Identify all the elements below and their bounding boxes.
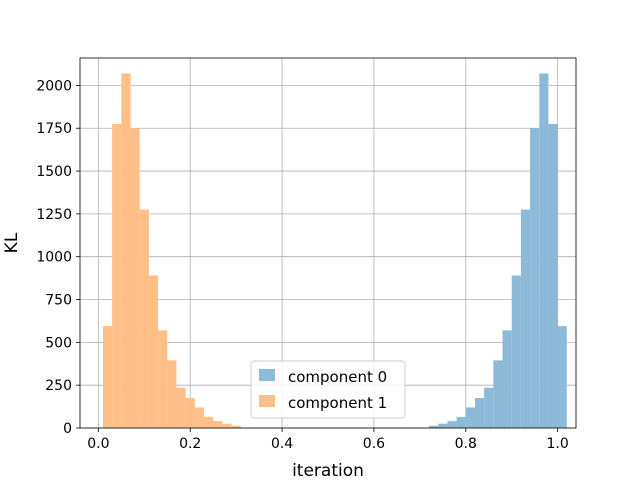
histogram-bar-component-0 bbox=[520, 209, 531, 428]
histogram-bar-component-1 bbox=[185, 398, 195, 428]
histogram-bar-component-0 bbox=[539, 73, 549, 429]
histogram-bar-component-1 bbox=[204, 416, 214, 428]
histogram-bar-component-1 bbox=[158, 330, 168, 428]
histogram-bar-component-1 bbox=[194, 407, 204, 428]
histogram-bar-component-0 bbox=[438, 423, 448, 428]
x-axis-ticks: 0.0 0.2 0.4 0.6 0.8 1.0 bbox=[87, 428, 569, 452]
histogram-bar-component-0 bbox=[456, 416, 466, 428]
histogram-bar-component-1 bbox=[121, 73, 131, 429]
histogram-bar-component-1 bbox=[167, 360, 177, 428]
y-tick-label: 1000 bbox=[36, 250, 72, 266]
x-tick-label: 1.0 bbox=[546, 436, 568, 452]
histogram-bar-component-0 bbox=[548, 123, 558, 429]
histogram-bar-component-0 bbox=[530, 128, 540, 428]
y-tick-label: 750 bbox=[45, 293, 72, 309]
histogram-bar-component-1 bbox=[231, 425, 241, 428]
histogram-bar-component-1 bbox=[102, 326, 113, 428]
x-axis-label: iteration bbox=[292, 461, 364, 480]
x-tick-label: 0.6 bbox=[363, 436, 385, 452]
histogram-bar-component-1 bbox=[130, 128, 140, 428]
y-axis-label: KL bbox=[2, 232, 22, 253]
histogram-bar-component-0 bbox=[557, 326, 567, 428]
histogram-bar-component-0 bbox=[511, 275, 521, 428]
histogram-bar-component-1 bbox=[222, 423, 232, 428]
y-tick-label: 500 bbox=[45, 335, 72, 351]
legend: component 0 component 1 bbox=[250, 360, 406, 419]
y-tick-label: 1500 bbox=[36, 164, 72, 180]
histogram-bar-component-1 bbox=[148, 275, 159, 428]
histogram-bar-component-1 bbox=[139, 209, 149, 428]
histogram-bar-component-1 bbox=[176, 387, 186, 428]
histogram-bar-component-0 bbox=[447, 421, 457, 428]
y-tick-label: 250 bbox=[45, 378, 72, 394]
histogram-bar-component-0 bbox=[429, 425, 439, 428]
legend-label-component-0: component 0 bbox=[288, 368, 387, 386]
x-tick-label: 0.8 bbox=[455, 436, 477, 452]
histogram-bar-component-0 bbox=[465, 407, 475, 428]
y-tick-label: 1250 bbox=[36, 207, 72, 223]
histogram-bar-component-0 bbox=[493, 360, 503, 428]
legend-swatch-component-0 bbox=[259, 369, 275, 381]
histogram-bar-component-1 bbox=[213, 421, 223, 428]
x-tick-label: 0.4 bbox=[271, 436, 293, 452]
y-tick-label: 0 bbox=[63, 421, 72, 437]
y-tick-label: 2000 bbox=[36, 78, 72, 94]
legend-swatch-component-1 bbox=[259, 395, 275, 407]
histogram-bar-component-1 bbox=[112, 123, 122, 429]
histogram-bar-component-0 bbox=[484, 387, 494, 428]
y-tick-label: 1750 bbox=[36, 121, 72, 137]
histogram-bar-component-0 bbox=[502, 330, 512, 428]
x-tick-label: 0.0 bbox=[87, 436, 109, 452]
legend-box bbox=[250, 360, 406, 419]
y-axis-ticks: 0 250 500 750 1000 1250 1500 1750 2000 bbox=[36, 78, 80, 437]
legend-label-component-1: component 1 bbox=[288, 394, 387, 412]
bars bbox=[102, 73, 567, 429]
plot-frame bbox=[79, 57, 577, 429]
x-tick-label: 0.2 bbox=[179, 436, 201, 452]
histogram-bar-component-0 bbox=[474, 398, 485, 428]
